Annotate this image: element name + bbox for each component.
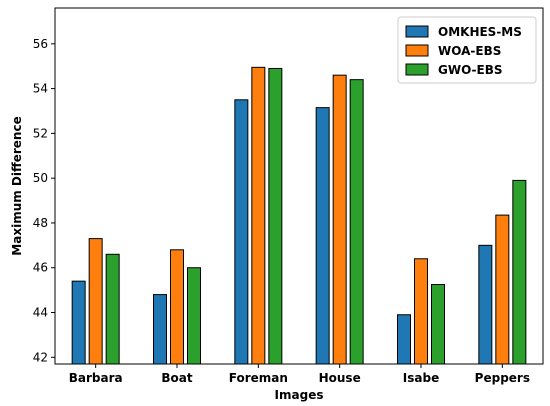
bar-woa-ebs-foreman [251,66,266,365]
bar-gwo-ebs-boat [187,267,201,365]
legend-label-omkhes-ms: OMKHES-MS [438,25,522,39]
legend-swatch-woa-ebs [405,44,429,57]
y-tick-label: 50 [33,171,48,185]
bar-omkhes-ms-barbara [71,280,86,365]
x-tick-label-house: House [319,371,361,385]
legend-swatch-gwo-ebs [405,63,429,76]
bar-gwo-ebs-barbara [105,253,120,365]
bar-gwo-ebs-house [349,79,364,365]
y-tick-label: 46 [33,261,48,275]
bar-omkhes-ms-peppers [478,244,493,365]
legend-box [397,16,537,84]
bars-group [71,66,527,365]
bar-gwo-ebs-peppers [512,179,527,365]
bar-omkhes-ms-boat [153,294,167,365]
x-tick-label-boat: Boat [161,371,192,385]
x-tick-label-barbara: Barbara [69,371,123,385]
x-tick-label-isabe: Isabe [403,371,439,385]
plot-frame [54,7,544,365]
y-tick-label: 44 [33,306,48,320]
y-tick-label: 48 [33,216,48,230]
bar-woa-ebs-house [332,74,347,365]
legend-label-woa-ebs: WOA-EBS [438,44,501,58]
y-tick-label: 42 [33,350,48,364]
legend-swatch-omkhes-ms [405,25,429,38]
legend-label-gwo-ebs: GWO-EBS [438,63,502,77]
bar-woa-ebs-isabe [414,258,428,365]
bar-woa-ebs-barbara [88,238,103,365]
x-tick-label-foreman: Foreman [229,371,288,385]
bar-omkhes-ms-foreman [234,99,249,365]
x-axis: Barbara Boat Foreman House Isabe Peppers [69,364,530,385]
y-tick-label: 54 [33,82,48,96]
bar-gwo-ebs-foreman [268,67,283,365]
x-axis-title: Images [275,388,324,402]
y-axis-title: Maximum Difference [10,116,24,255]
x-tick-label-peppers: Peppers [475,371,530,385]
y-tick-label: 56 [33,37,48,51]
legend: OMKHES-MS WOA-EBS GWO-EBS [397,16,537,84]
bar-omkhes-ms-house [315,107,330,365]
bar-gwo-ebs-isabe [431,284,445,365]
y-axis: 42 44 46 48 50 52 54 56 [33,37,55,364]
bar-omkhes-ms-isabe [397,314,411,365]
bar-woa-ebs-peppers [495,214,510,365]
y-tick-label: 52 [33,126,48,140]
bar-woa-ebs-boat [170,249,184,365]
